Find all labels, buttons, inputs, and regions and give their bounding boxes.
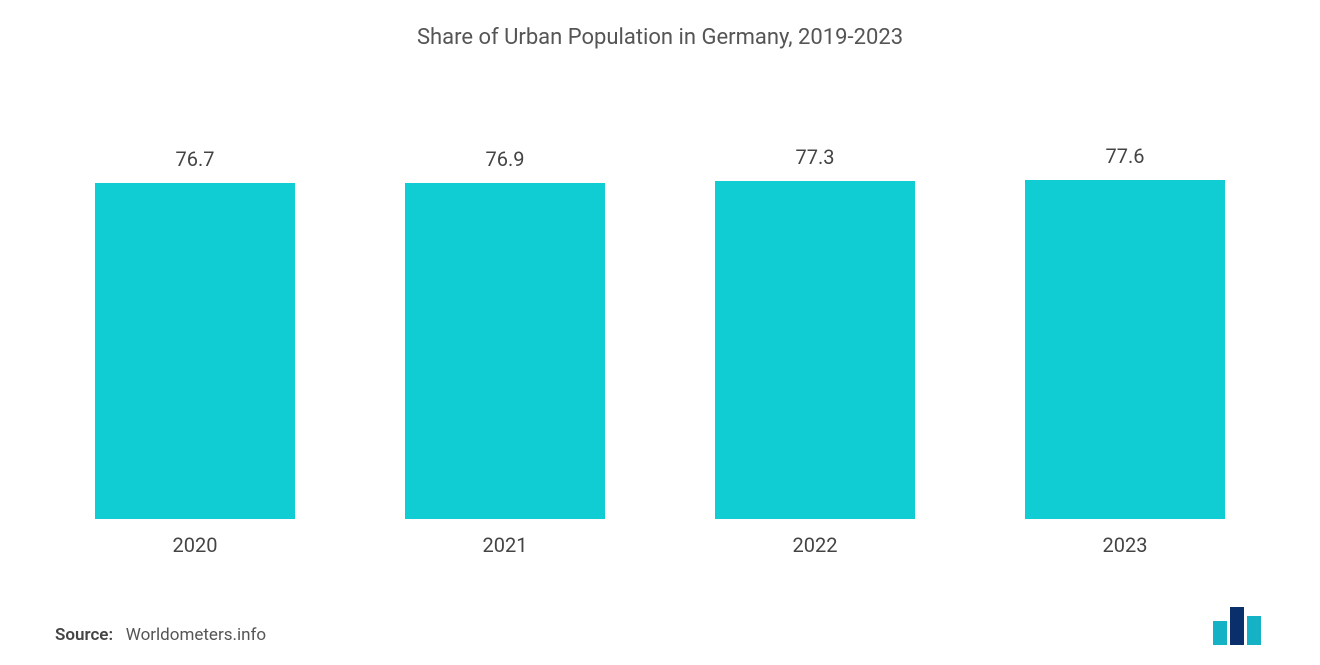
source-attribution: Source: Worldometers.info — [55, 625, 266, 645]
bar-category-label: 2021 — [483, 533, 528, 557]
bar-value: 77.3 — [796, 145, 835, 169]
bar — [1025, 180, 1225, 520]
mordor-logo-icon — [1213, 607, 1265, 645]
bar-value: 77.6 — [1106, 144, 1145, 168]
chart-footer: Source: Worldometers.info — [50, 607, 1270, 645]
source-label: Source: — [55, 625, 113, 645]
bar-group: 77.6 2023 — [1000, 144, 1250, 558]
bar — [405, 183, 605, 519]
bar-value: 76.9 — [486, 147, 525, 171]
bars-area: 76.7 2020 76.9 2021 77.3 2022 77.6 2023 — [50, 110, 1270, 557]
chart-title: Share of Urban Population in Germany, 20… — [50, 25, 1270, 50]
bar-category-label: 2020 — [173, 533, 218, 557]
chart-container: Share of Urban Population in Germany, 20… — [0, 0, 1320, 665]
source-value: Worldometers.info — [126, 625, 266, 645]
bar-group: 76.9 2021 — [380, 147, 630, 557]
bar-category-label: 2023 — [1103, 533, 1148, 557]
bar-group: 77.3 2022 — [690, 145, 940, 557]
bar-group: 76.7 2020 — [70, 147, 320, 557]
bar — [95, 183, 295, 519]
bar — [715, 181, 915, 519]
bar-value: 76.7 — [176, 147, 215, 171]
bar-category-label: 2022 — [793, 533, 838, 557]
